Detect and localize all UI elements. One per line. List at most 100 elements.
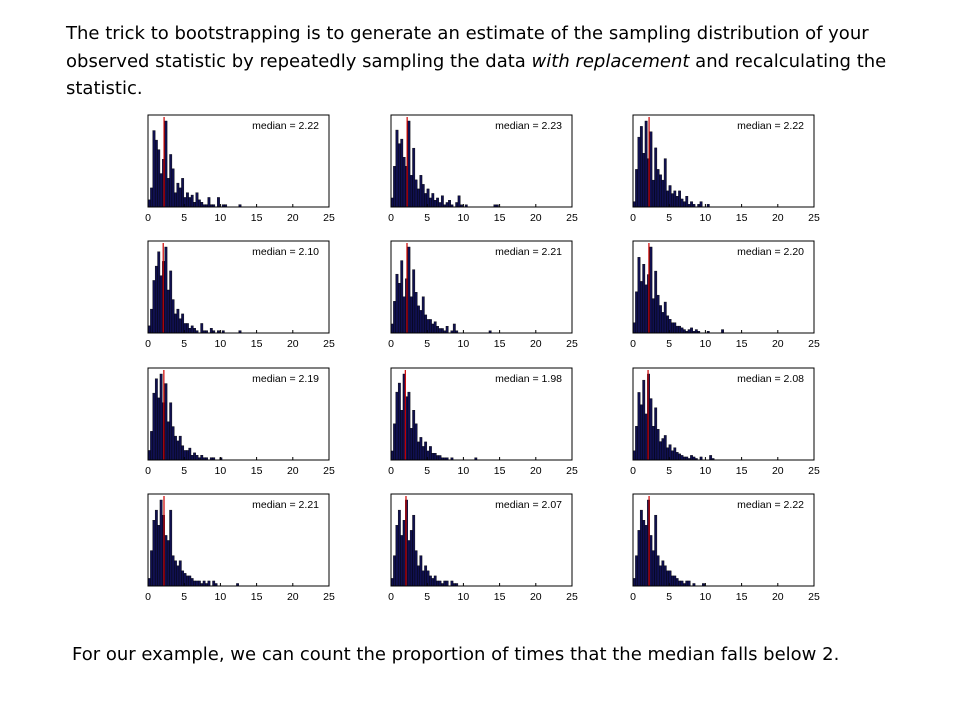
axes-frame	[390, 367, 573, 461]
histogram-bar	[412, 410, 416, 461]
histogram-bar	[424, 441, 428, 461]
histogram-bar	[181, 178, 185, 208]
histogram-bar	[212, 580, 216, 587]
histogram-bar	[152, 130, 156, 208]
intro-emphasis: with replacement	[531, 50, 690, 72]
x-tick-label: 25	[808, 338, 820, 350]
histogram-bar	[690, 327, 693, 334]
histogram-bar	[656, 429, 660, 461]
axes-frame	[632, 367, 815, 461]
histogram-bar	[649, 398, 653, 461]
histogram-bar	[659, 305, 662, 334]
histogram-bar	[419, 437, 423, 461]
histogram-bar	[400, 535, 404, 587]
histogram-bar	[152, 520, 156, 587]
histogram-bar	[152, 392, 156, 461]
x-tick-label: 25	[566, 465, 578, 477]
x-tick-label: 15	[251, 338, 263, 350]
histogram-bar	[407, 246, 411, 334]
histogram-bar	[678, 190, 681, 208]
x-tick-label: 0	[145, 212, 151, 224]
histogram-bar	[150, 550, 153, 587]
histogram-bar	[166, 178, 170, 208]
histogram-bar	[186, 192, 189, 208]
histogram-bar	[417, 565, 420, 587]
histogram-bar	[690, 455, 693, 461]
histogram-bar	[166, 540, 170, 587]
histogram-bar	[400, 410, 404, 461]
histogram-bar	[635, 291, 638, 334]
histogram-bar	[429, 197, 432, 208]
x-tick-label: 15	[494, 591, 506, 603]
histogram-bar	[424, 193, 428, 208]
x-tick-label: 20	[530, 212, 542, 224]
histogram-bar	[673, 575, 677, 587]
histogram-bar	[152, 280, 156, 334]
histogram-bar	[671, 322, 674, 334]
x-tick-label: 25	[323, 212, 335, 224]
histogram-bar	[174, 192, 177, 208]
histogram-bar	[209, 328, 213, 334]
x-tick-label: 25	[808, 212, 820, 224]
x-tick-label: 5	[666, 591, 672, 603]
x-tick-label: 0	[630, 465, 636, 477]
histogram-bar	[186, 575, 189, 587]
histogram-bar	[154, 139, 158, 208]
histogram-bar	[395, 525, 399, 587]
histogram-bar	[694, 329, 698, 334]
histogram-bar	[438, 455, 442, 461]
histogram-bar	[637, 257, 641, 334]
histogram-bar	[393, 166, 396, 208]
histogram-bar	[154, 265, 158, 334]
histogram-bar	[181, 445, 185, 461]
histogram-bar	[436, 455, 439, 461]
histogram-bar	[414, 179, 418, 208]
histogram-bar	[424, 314, 428, 334]
histogram-bar	[685, 196, 689, 208]
x-tick-label: 10	[458, 591, 470, 603]
x-tick-label: 10	[700, 338, 712, 350]
histogram-bar	[649, 131, 653, 208]
x-tick-label: 25	[323, 338, 335, 350]
histogram-bar	[644, 120, 648, 208]
histogram-bar	[169, 509, 173, 587]
histogram-bar	[642, 264, 646, 334]
x-tick-label: 5	[181, 465, 187, 477]
x-tick-label: 20	[287, 338, 299, 350]
histogram-bar	[412, 514, 416, 587]
histogram-bar	[680, 327, 684, 334]
histogram-bar	[635, 426, 638, 461]
histogram-bar	[452, 323, 456, 334]
histogram-bar	[397, 509, 401, 587]
histogram-bar	[178, 560, 182, 587]
x-tick-label: 0	[145, 465, 151, 477]
histogram-bar	[651, 426, 655, 461]
histogram-bar	[395, 391, 399, 461]
histogram-bar	[438, 202, 442, 208]
histogram-bar	[637, 136, 641, 208]
histogram-bar	[419, 175, 423, 208]
histogram-bar	[659, 174, 662, 208]
x-tick-label: 0	[388, 591, 394, 603]
histogram-bar	[639, 126, 643, 208]
histogram-bar	[424, 565, 428, 587]
histogram-panel: median = 2.21 0 5 10 15 20 25	[145, 493, 335, 603]
histogram-bar	[673, 447, 677, 461]
histogram-bar	[661, 438, 665, 461]
histogram-bar	[450, 580, 454, 587]
x-tick-label: 5	[666, 465, 672, 477]
histogram-bar	[417, 188, 420, 208]
median-label: median = 2.07	[495, 499, 562, 511]
histogram-bar	[150, 431, 153, 461]
histogram-bar	[649, 246, 653, 334]
histogram-bar	[654, 270, 658, 334]
histogram-bar	[164, 535, 168, 587]
histogram-bar	[433, 200, 437, 208]
histogram-panel: median = 2.22 0 5 10 15 20 25	[630, 493, 820, 603]
histogram-bar	[174, 435, 177, 461]
histogram-bar	[393, 555, 396, 587]
axes-frame	[147, 367, 330, 461]
histogram-bar	[409, 428, 413, 461]
median-label: median = 2.21	[495, 246, 562, 258]
